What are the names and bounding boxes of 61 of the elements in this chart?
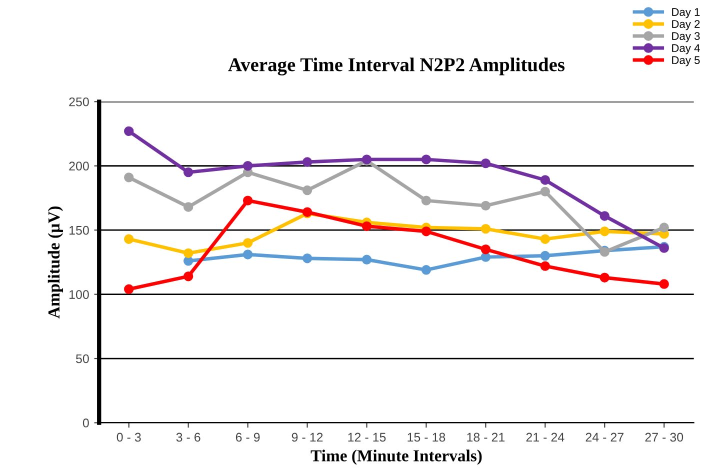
legend-label: Day 5 xyxy=(672,56,700,66)
x-tick-label: 15 - 18 xyxy=(408,432,446,442)
point xyxy=(183,248,194,258)
point xyxy=(242,161,253,171)
legend-label: Day 2 xyxy=(672,20,700,30)
point xyxy=(659,279,669,289)
y-tick-label: 200 xyxy=(69,162,89,171)
point xyxy=(362,221,372,232)
x-tick-label: 3 - 6 xyxy=(176,432,200,442)
point xyxy=(124,284,134,294)
point xyxy=(124,126,134,136)
point xyxy=(242,196,253,206)
x-tick-label: 18 - 21 xyxy=(467,432,505,442)
point xyxy=(183,271,194,282)
point xyxy=(183,167,194,178)
point xyxy=(421,226,432,236)
x-tick-label: 12 - 15 xyxy=(348,432,386,442)
point xyxy=(183,202,194,212)
point xyxy=(124,172,134,182)
point xyxy=(302,157,312,167)
point xyxy=(540,250,550,261)
chart-title: Average Time Interval N2P2 Amplitudes xyxy=(228,58,565,76)
x-tick-label: 27 - 30 xyxy=(645,432,684,442)
point xyxy=(600,211,610,221)
point xyxy=(540,234,550,244)
y-axis-title: Amplitude (µV) xyxy=(48,206,63,318)
point xyxy=(659,222,669,232)
point xyxy=(480,252,491,262)
legend-label: Day 3 xyxy=(672,32,700,42)
legend-label: Day 1 xyxy=(672,8,700,18)
y-tick-label: 250 xyxy=(69,97,89,106)
point xyxy=(362,254,372,264)
point xyxy=(480,244,491,254)
point xyxy=(600,272,610,282)
point xyxy=(124,234,134,244)
point xyxy=(421,154,432,164)
point xyxy=(302,185,312,196)
point xyxy=(242,250,253,260)
x-tick-label: 0 - 3 xyxy=(116,432,141,442)
point xyxy=(183,256,194,266)
x-tick-label: 24 - 27 xyxy=(586,432,624,442)
point xyxy=(480,200,491,211)
x-tick-label: 6 - 9 xyxy=(236,432,260,442)
y-tick-label: 100 xyxy=(69,290,89,299)
point xyxy=(302,253,312,264)
point xyxy=(480,158,491,168)
y-tick-label: 0 xyxy=(82,418,89,428)
x-axis-title: Time (Minute Intervals) xyxy=(310,450,482,465)
point xyxy=(540,261,550,271)
y-tick-label: 150 xyxy=(69,226,89,235)
point xyxy=(540,186,550,196)
point xyxy=(600,226,610,236)
x-tick-label: 9 - 12 xyxy=(292,432,323,442)
point xyxy=(540,175,550,185)
x-tick-label: 21 - 24 xyxy=(526,432,564,442)
point xyxy=(242,238,253,248)
point xyxy=(480,224,491,234)
legend-label: Day 4 xyxy=(672,44,700,54)
y-tick-label: 50 xyxy=(76,354,89,364)
point xyxy=(421,265,432,275)
point xyxy=(421,196,432,206)
